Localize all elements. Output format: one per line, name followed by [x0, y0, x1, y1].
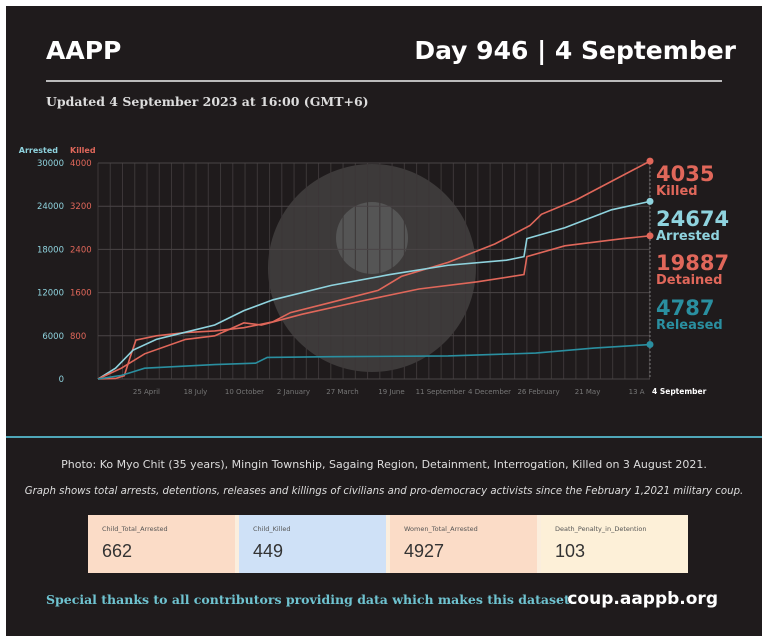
series-label: Released — [656, 318, 723, 333]
killed-tick-label: 4000 — [70, 159, 92, 169]
series-final-value: 4035 — [656, 162, 714, 186]
stat-cards: Child_Total_Arrested 662 Child_Killed 449 … — [88, 515, 688, 573]
arrested-tick-label: 6000 — [42, 332, 64, 342]
x-tick-label: 2 January — [277, 388, 310, 396]
x-tick-label: 27 March — [326, 388, 358, 396]
killed-axis-title: Killed — [70, 146, 96, 155]
series-label: Detained — [656, 273, 722, 288]
stat-card-child-killed: Child_Killed 449 — [239, 515, 386, 573]
killed-tick-label: 1600 — [70, 289, 92, 299]
series-label: Killed — [656, 184, 698, 199]
portrait-face — [336, 202, 408, 274]
killed-tick-label: 2400 — [70, 245, 92, 255]
series-endpoint-arrested — [646, 197, 654, 205]
stat-label: Child_Killed — [253, 525, 291, 533]
x-tick-label: 21 May — [575, 388, 601, 396]
website-link[interactable]: coup.aappb.org — [567, 589, 718, 609]
series-line-killed — [97, 160, 651, 380]
brand-title: AAPP — [46, 36, 122, 65]
stat-card-death-penalty: Death_Penalty_in_Detention 103 — [541, 515, 688, 573]
killed-tick-label: 3200 — [70, 202, 92, 212]
series-line-arrested — [97, 200, 651, 380]
x-tick-label: 13 A — [629, 388, 645, 396]
x-tick-label: 4 September — [652, 387, 707, 396]
series-final-value: 19887 — [656, 251, 729, 275]
series-final-value: 24674 — [656, 207, 729, 231]
stat-value: 103 — [555, 541, 586, 561]
infographic: AAPP Day 946 | 4 September Updated 4 Sep… — [6, 6, 762, 636]
series-line-released — [97, 343, 651, 380]
arrested-tick-label: 18000 — [37, 245, 64, 255]
x-tick-label: 26 February — [517, 388, 559, 396]
header-divider — [46, 80, 722, 82]
stat-label: Child_Total_Arrested — [102, 525, 168, 533]
series-endpoint-killed — [646, 157, 654, 165]
series-line-detained — [97, 235, 651, 380]
x-tick-label: 10 October — [225, 388, 264, 396]
series-endpoint-released — [646, 341, 654, 349]
stat-card-women-arrested: Women_Total_Arrested 4927 — [390, 515, 537, 573]
photo-caption: Photo: Ko Myo Chit (35 years), Mingin To… — [61, 458, 707, 471]
section-divider — [6, 436, 762, 438]
x-tick-label: 25 April — [133, 388, 160, 396]
arrested-tick-label: 12000 — [37, 289, 64, 299]
cumulative-chart: 0 6000 800 12000 1600 18000 2400 24000 3200 30000… — [19, 146, 729, 396]
stat-value: 662 — [102, 541, 133, 561]
x-tick-label: 11 September — [416, 388, 466, 396]
series-endpoint-detained — [646, 232, 654, 240]
x-tick-label: 18 July — [184, 388, 208, 396]
arrested-tick-label: 0 — [59, 375, 64, 385]
thanks-note: Special thanks to all contributors provi… — [46, 592, 575, 607]
stat-value: 4927 — [404, 541, 445, 561]
series-final-value: 4787 — [656, 296, 714, 320]
arrested-tick-label: 24000 — [37, 202, 64, 212]
arrested-axis-title: Arrested — [19, 146, 59, 155]
x-tick-label: 19 June — [378, 388, 404, 396]
killed-tick-label: 800 — [70, 332, 86, 342]
stat-card-child-arrested: Child_Total_Arrested 662 — [88, 515, 235, 573]
updated-timestamp: Updated 4 September 2023 at 16:00 (GMT+6… — [46, 94, 369, 109]
series-label: Arrested — [656, 229, 720, 244]
stat-value: 449 — [253, 541, 284, 561]
graph-description: Graph shows total arrests, detentions, r… — [24, 486, 744, 497]
day-counter: Day 946 | 4 September — [414, 36, 736, 65]
stat-label: Death_Penalty_in_Detention — [555, 525, 647, 533]
stat-label: Women_Total_Arrested — [404, 525, 478, 533]
arrested-tick-label: 30000 — [37, 159, 64, 169]
x-tick-label: 4 December — [468, 388, 511, 396]
